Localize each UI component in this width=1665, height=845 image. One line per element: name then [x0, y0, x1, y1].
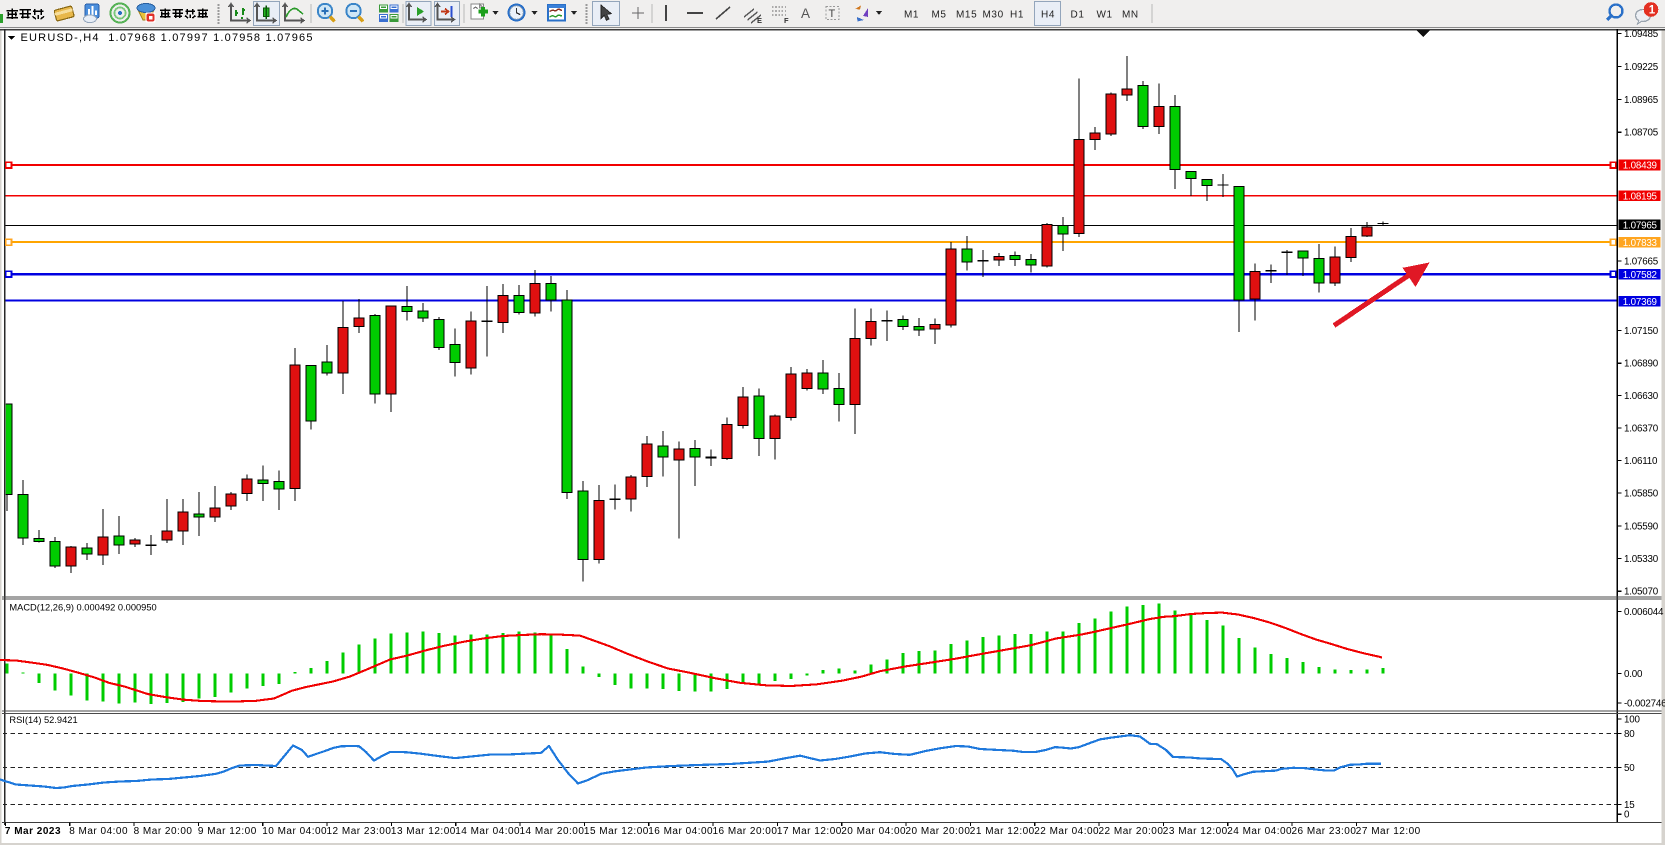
svg-text:1: 1 — [1649, 5, 1656, 17]
svg-text:1.07965: 1.07965 — [1623, 221, 1658, 232]
svg-text:15: 15 — [1624, 800, 1635, 811]
svg-text:0: 0 — [1624, 810, 1630, 821]
svg-text:-0.002746: -0.002746 — [1624, 698, 1665, 709]
svg-text:1.05070: 1.05070 — [1624, 587, 1659, 598]
svg-text:1.07369: 1.07369 — [1623, 297, 1657, 308]
svg-text:16 Mar 04:00: 16 Mar 04:00 — [648, 826, 713, 837]
svg-text:100: 100 — [1624, 715, 1640, 726]
svg-text:80: 80 — [1624, 729, 1635, 740]
svg-text:8 Mar 20:00: 8 Mar 20:00 — [134, 826, 193, 837]
svg-text:M1: M1 — [904, 10, 919, 21]
svg-text:24 Mar 04:00: 24 Mar 04:00 — [1227, 826, 1292, 837]
svg-text:A: A — [801, 6, 810, 21]
svg-text:7 Mar 2023: 7 Mar 2023 — [5, 826, 61, 837]
svg-text:EURUSD-,H4 1.07968 1.07997 1.: EURUSD-,H4 1.07968 1.07997 1.07958 1.079… — [21, 32, 314, 44]
svg-text:1.05850: 1.05850 — [1624, 489, 1659, 500]
svg-text:1.09485: 1.09485 — [1624, 29, 1659, 40]
svg-text:1.08439: 1.08439 — [1623, 161, 1657, 172]
svg-text:1.06630: 1.06630 — [1624, 391, 1659, 402]
svg-text:1.07665: 1.07665 — [1624, 257, 1659, 268]
svg-text:1.09225: 1.09225 — [1624, 62, 1659, 73]
svg-text:W1: W1 — [1097, 10, 1113, 21]
svg-text:50: 50 — [1624, 763, 1635, 774]
svg-text:H1: H1 — [1010, 10, 1024, 21]
svg-text:M15: M15 — [956, 10, 977, 21]
svg-text:23 Mar 12:00: 23 Mar 12:00 — [1163, 826, 1228, 837]
svg-text:13 Mar 12:00: 13 Mar 12:00 — [391, 826, 456, 837]
svg-text:16 Mar 20:00: 16 Mar 20:00 — [713, 826, 778, 837]
svg-text:D1: D1 — [1071, 10, 1085, 21]
svg-text:MN: MN — [1122, 10, 1139, 21]
svg-text:9 Mar 12:00: 9 Mar 12:00 — [198, 826, 257, 837]
svg-text:1.08965: 1.08965 — [1624, 95, 1659, 106]
svg-text:0.00: 0.00 — [1624, 669, 1643, 680]
svg-text:8 Mar 04:00: 8 Mar 04:00 — [69, 826, 128, 837]
svg-text:1.06890: 1.06890 — [1624, 359, 1659, 370]
svg-text:1.05590: 1.05590 — [1624, 521, 1659, 532]
svg-text:26 Mar 23:00: 26 Mar 23:00 — [1292, 826, 1357, 837]
svg-text:27 Mar 12:00: 27 Mar 12:00 — [1356, 826, 1421, 837]
svg-text:12 Mar 23:00: 12 Mar 23:00 — [327, 826, 392, 837]
svg-text:21 Mar 12:00: 21 Mar 12:00 — [970, 826, 1035, 837]
svg-text:1.08195: 1.08195 — [1623, 191, 1658, 202]
svg-text:14 Mar 04:00: 14 Mar 04:00 — [455, 826, 520, 837]
svg-text:17 Mar 12:00: 17 Mar 12:00 — [777, 826, 842, 837]
svg-text:20 Mar 04:00: 20 Mar 04:00 — [841, 826, 906, 837]
svg-text:F: F — [784, 16, 789, 25]
svg-text:MACD(12,26,9) 0.000492 0.00095: MACD(12,26,9) 0.000492 0.000950 — [9, 603, 156, 613]
svg-text:M30: M30 — [983, 10, 1004, 21]
svg-text:1.07833: 1.07833 — [1623, 238, 1658, 249]
svg-text:15 Mar 12:00: 15 Mar 12:00 — [584, 826, 649, 837]
svg-text:T: T — [829, 8, 836, 20]
svg-text:10 Mar 04:00: 10 Mar 04:00 — [262, 826, 327, 837]
svg-text:1.06370: 1.06370 — [1624, 424, 1659, 435]
svg-text:1.07582: 1.07582 — [1623, 270, 1657, 281]
svg-text:1.05330: 1.05330 — [1624, 554, 1659, 565]
svg-text:1.07150: 1.07150 — [1624, 326, 1659, 337]
svg-text:22 Mar 04:00: 22 Mar 04:00 — [1034, 826, 1099, 837]
svg-text:14 Mar 20:00: 14 Mar 20:00 — [520, 826, 585, 837]
svg-text:1.08705: 1.08705 — [1624, 128, 1659, 139]
svg-text:H4: H4 — [1041, 10, 1055, 21]
svg-text:0.006044: 0.006044 — [1624, 607, 1664, 618]
svg-text:1.06110: 1.06110 — [1624, 456, 1658, 467]
svg-text:RSI(14) 52.9421: RSI(14) 52.9421 — [9, 715, 77, 725]
svg-text:22 Mar 20:00: 22 Mar 20:00 — [1099, 826, 1164, 837]
svg-text:20 Mar 20:00: 20 Mar 20:00 — [906, 826, 971, 837]
svg-text:E: E — [757, 16, 762, 25]
svg-text:M5: M5 — [932, 10, 947, 21]
